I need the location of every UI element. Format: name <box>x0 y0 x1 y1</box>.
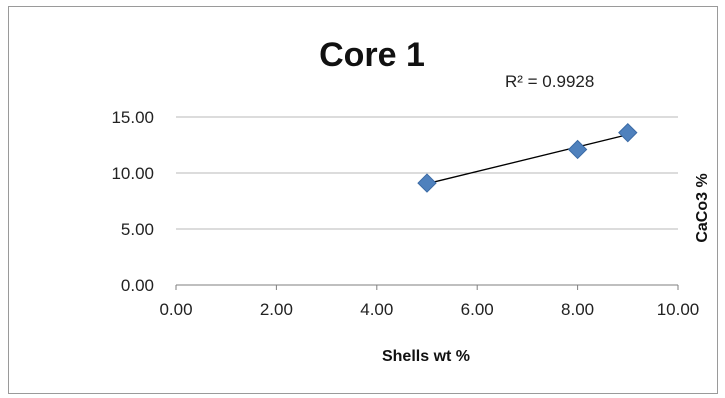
x-tick-label: 6.00 <box>461 300 494 319</box>
y-tick-label: 0.00 <box>121 276 154 295</box>
x-tick-label: 10.00 <box>657 300 700 319</box>
x-tick-label: 8.00 <box>561 300 594 319</box>
y-tick-label: 10.00 <box>111 164 154 183</box>
y-tick-label: 5.00 <box>121 220 154 239</box>
data-point-diamond <box>567 139 588 160</box>
x-tick-label: 4.00 <box>360 300 393 319</box>
x-axis-ticks: 0.00 2.00 4.00 6.00 8.00 10.00 <box>159 285 699 319</box>
trendline <box>426 133 628 185</box>
x-tick-label: 0.00 <box>159 300 192 319</box>
data-point-diamond <box>618 122 638 143</box>
data-point-diamond <box>417 173 437 193</box>
x-axis-label: Shells wt % <box>382 348 470 365</box>
r-squared-annotation: R² = 0.9928 <box>505 72 594 91</box>
y-axis-ticks: 0.00 5.00 10.00 15.00 <box>111 108 154 295</box>
gridlines <box>176 116 678 286</box>
x-tick-label: 2.00 <box>260 300 293 319</box>
y-axis-label: CaCo3 % <box>694 173 711 242</box>
data-points <box>417 122 638 193</box>
trendline-group <box>426 133 628 185</box>
y-tick-label: 15.00 <box>111 108 154 127</box>
chart-title: Core 1 <box>319 36 425 74</box>
chart-frame <box>8 6 718 394</box>
